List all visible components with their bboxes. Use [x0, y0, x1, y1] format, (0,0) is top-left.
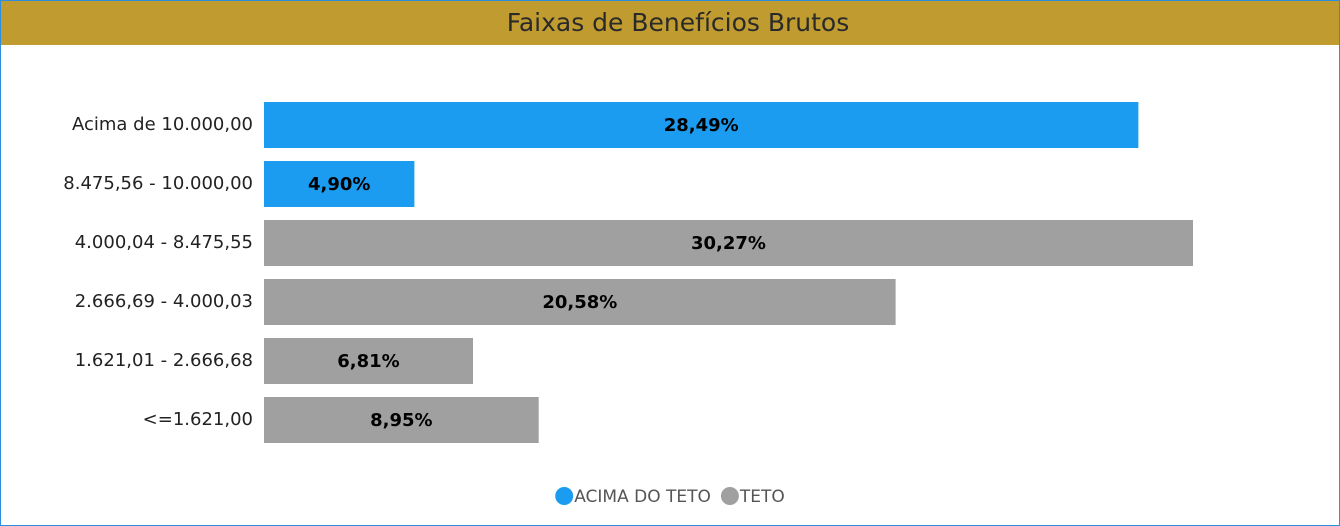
legend: ACIMA DO TETO TETO — [555, 487, 785, 507]
bar — [264, 338, 474, 384]
bar — [264, 102, 1139, 148]
data-label: 6,81% — [337, 351, 399, 372]
data-label: 8,95% — [370, 410, 432, 431]
bar — [264, 397, 539, 443]
category-label: 8.475,56 - 10.000,00 — [63, 173, 253, 194]
bar — [264, 220, 1193, 266]
data-label: 20,58% — [542, 292, 617, 313]
category-label: 4.000,04 - 8.475,55 — [75, 232, 253, 253]
category-label: <=1.621,00 — [143, 409, 253, 430]
bar — [264, 161, 415, 207]
category-label: 1.621,01 - 2.666,68 — [75, 350, 253, 371]
chart-title: Faixas de Benefícios Brutos — [507, 8, 850, 37]
legend-label: ACIMA DO TETO — [574, 487, 711, 507]
data-label: 28,49% — [664, 115, 739, 136]
header — [1, 1, 1339, 45]
category-label: Acima de 10.000,00 — [72, 114, 253, 135]
data-label: 4,90% — [308, 174, 370, 195]
data-label: 30,27% — [691, 233, 766, 254]
legend-marker — [555, 487, 574, 505]
legend-label: TETO — [739, 487, 785, 507]
category-label: 2.666,69 - 4.000,03 — [75, 291, 253, 312]
bar — [264, 279, 896, 325]
legend-marker — [720, 487, 739, 505]
